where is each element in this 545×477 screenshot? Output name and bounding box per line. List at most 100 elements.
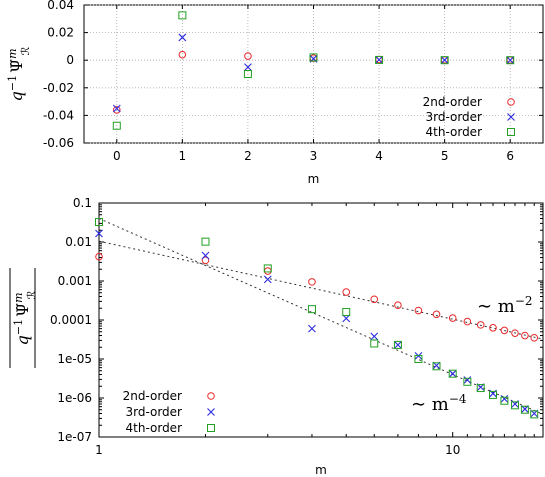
bottom-point-circle bbox=[448, 314, 457, 322]
bottom-ylabel-psi: Ψ̃ bbox=[13, 303, 32, 317]
bottom-point-square bbox=[370, 339, 379, 348]
top-point-square bbox=[243, 70, 252, 78]
bottom-point-square bbox=[520, 405, 529, 414]
top-point-x bbox=[375, 55, 383, 64]
bottom-y-axis-label: q−1 Ψ̃mℛ bbox=[12, 290, 38, 345]
bottom-data-marks bbox=[95, 218, 539, 419]
bottom-point-circle bbox=[511, 329, 519, 337]
bottom-point-square bbox=[448, 369, 457, 378]
bottom-point-square bbox=[489, 390, 498, 399]
bottom-point-x bbox=[394, 341, 402, 349]
top-ylabel-sub: ℛ bbox=[19, 46, 32, 55]
top-x-tick-label: 6 bbox=[506, 149, 514, 163]
bottom-point-square bbox=[432, 362, 441, 371]
bottom-legend-marker-circle bbox=[207, 392, 215, 400]
bottom-point-circle bbox=[308, 278, 316, 286]
top-legend-label: 3rd-order bbox=[425, 110, 482, 124]
bottom-point-square bbox=[476, 384, 485, 393]
bottom-point-square bbox=[500, 396, 509, 405]
top-point-square bbox=[506, 56, 515, 65]
bottom-point-square bbox=[393, 340, 402, 349]
top-ylabel-sup: m bbox=[6, 48, 19, 58]
bottom-legend-marker-x bbox=[207, 408, 215, 416]
bottom-point-x bbox=[463, 376, 472, 384]
svg-text:q−1Ψ̃mℛ: q−1 Ψ̃mℛ bbox=[6, 46, 32, 101]
bottom-point-circle bbox=[521, 331, 529, 340]
top-y-tick-label: -0.04 bbox=[43, 108, 74, 122]
bottom-point-square bbox=[307, 305, 316, 314]
top-point-x bbox=[178, 33, 187, 42]
top-x-tick-label: 3 bbox=[310, 149, 318, 163]
bottom-legend-label: 4th-order bbox=[126, 421, 183, 435]
bottom-point-circle bbox=[463, 317, 472, 326]
bottom-point-circle bbox=[476, 321, 485, 329]
annotation-m-minus-4: ∼ m−4 bbox=[411, 392, 467, 415]
bottom-ylabel-sub: ℛ bbox=[25, 290, 38, 299]
top-point-circle bbox=[244, 52, 252, 60]
svg-text:q−1Ψ̃mℛ: q−1 Ψ̃mℛ bbox=[12, 290, 38, 345]
top-legend-marker-square bbox=[507, 128, 515, 136]
bottom-point-circle bbox=[263, 267, 272, 275]
bottom-x-axis-label: m bbox=[315, 463, 327, 477]
bottom-point-circle bbox=[394, 301, 402, 309]
top-x-tick-label: 5 bbox=[441, 149, 449, 163]
bottom-legend-marker-square bbox=[207, 424, 215, 432]
fit-line-power-4 bbox=[98, 218, 544, 415]
bottom-point-circle bbox=[95, 252, 103, 261]
bottom-point-circle bbox=[500, 326, 509, 335]
top-point-x bbox=[440, 56, 449, 64]
top-ylabel-psi: Ψ̃ bbox=[7, 59, 26, 73]
bottom-y-tick-label: 0.001 bbox=[58, 274, 92, 288]
top-point-square bbox=[375, 55, 384, 64]
bottom-point-x bbox=[448, 369, 457, 378]
bottom-point-x bbox=[263, 275, 272, 284]
bottom-y-tick-label: 1e-05 bbox=[57, 352, 92, 366]
top-x-tick-label: 2 bbox=[244, 149, 252, 163]
top-ylabel-exp: −1 bbox=[6, 75, 19, 91]
top-point-x bbox=[112, 104, 121, 113]
bottom-point-circle bbox=[201, 256, 210, 265]
bottom-ylabel-q: q bbox=[13, 335, 32, 345]
top-y-tick-label: 0.04 bbox=[47, 0, 74, 12]
bottom-point-circle bbox=[432, 310, 441, 319]
top-point-square bbox=[440, 56, 449, 65]
top-point-square bbox=[178, 11, 187, 20]
top-point-square bbox=[112, 121, 121, 130]
bottom-point-square bbox=[414, 355, 423, 363]
bottom-legend-label: 2nd-order bbox=[123, 389, 182, 403]
top-y-tick-label: 0.02 bbox=[47, 26, 74, 40]
bottom-chart-panel: 0.1 0.01 0.001 0.0001 1e-05 1e-06 1e-071 10 m q… bbox=[9, 196, 544, 477]
bottom-legend: 2nd-order 3rd-order 4th-order bbox=[123, 389, 215, 435]
top-point-circle bbox=[178, 50, 187, 59]
bottom-point-square bbox=[95, 218, 103, 227]
bottom-point-square bbox=[530, 410, 539, 419]
bottom-ylabel-exp: −1 bbox=[12, 319, 25, 335]
top-legend-marker-x bbox=[507, 113, 515, 121]
top-y-tick-label: -0.02 bbox=[43, 81, 74, 95]
bottom-point-circle bbox=[370, 295, 379, 304]
top-x-tick-label: 4 bbox=[375, 149, 383, 163]
bottom-point-circle bbox=[530, 333, 539, 342]
bottom-point-square bbox=[510, 401, 519, 410]
bottom-point-x bbox=[308, 324, 316, 333]
bottom-y-tick-label: 0.1 bbox=[73, 196, 92, 210]
top-point-x bbox=[244, 63, 252, 71]
bottom-y-tick-label: 0.01 bbox=[65, 235, 92, 249]
top-legend-label: 2nd-order bbox=[423, 95, 482, 109]
bottom-point-square bbox=[342, 308, 351, 317]
bottom-legend-label: 3rd-order bbox=[125, 405, 182, 419]
top-x-tick-label: 0 bbox=[113, 149, 121, 163]
bottom-point-circle bbox=[342, 288, 351, 296]
top-y-axis-label: q−1 Ψ̃mℛ bbox=[6, 46, 32, 101]
top-point-x bbox=[506, 56, 515, 65]
bottom-fit-lines bbox=[98, 218, 544, 415]
bottom-ylabel-sup: m bbox=[12, 292, 25, 302]
fit-line-power-2 bbox=[98, 240, 544, 340]
bottom-axis-ticks: 0.1 0.01 0.001 0.0001 1e-05 1e-06 1e-071 10 bbox=[50, 196, 544, 457]
top-chart-panel: 0 1 2 3 4 5 60.040.020-0.02-0.04-0.06 m q−1Ψ̃m… bbox=[6, 0, 544, 186]
bottom-point-circle bbox=[414, 306, 423, 315]
bottom-point-square bbox=[263, 264, 272, 273]
bottom-point-x bbox=[521, 405, 529, 413]
